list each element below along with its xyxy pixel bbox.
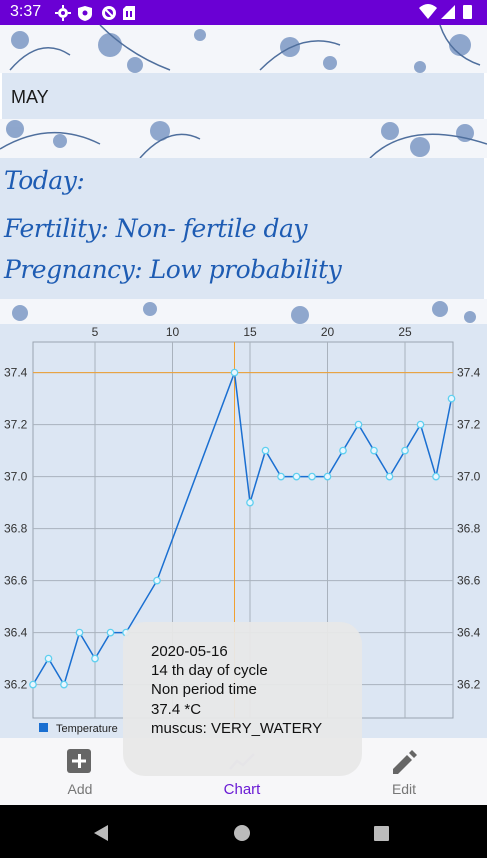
data-point [277, 472, 285, 481]
data-point [44, 654, 53, 663]
nav-chart-label: Chart [223, 781, 261, 798]
back-icon[interactable] [94, 825, 108, 841]
month-header[interactable]: MAY [2, 73, 484, 119]
today-info-panel: Today: Fertility: Non- fertile day Pregn… [0, 158, 484, 299]
data-point [91, 654, 99, 663]
data-point [246, 498, 254, 507]
y-tick-label-right: 36.6 [457, 574, 481, 588]
tooltip-muscus: muscus: VERY_WATERY [151, 720, 323, 737]
x-tick-label: 15 [243, 325, 257, 339]
data-point [29, 680, 37, 689]
data-point [106, 628, 115, 637]
data-point [292, 472, 301, 481]
data-point [261, 446, 270, 455]
y-tick-label-left: 37.0 [4, 470, 28, 484]
data-point [447, 394, 456, 403]
tooltip-period: Non period time [151, 681, 257, 698]
data-point [230, 368, 239, 377]
y-tick-label-right: 37.4 [457, 366, 481, 380]
nav-add-button[interactable]: Add [20, 738, 140, 805]
nav-edit-label: Edit [391, 781, 417, 797]
y-tick-label-right: 36.4 [457, 626, 481, 640]
x-tick-label: 10 [166, 325, 180, 339]
pencil-icon [393, 750, 417, 774]
data-point [401, 446, 409, 455]
home-icon[interactable] [234, 825, 250, 841]
month-label: MAY [11, 87, 49, 107]
data-point [354, 420, 363, 429]
y-tick-label-right: 36.2 [457, 678, 481, 692]
y-tick-label-left: 36.2 [4, 678, 28, 692]
y-tick-label-left: 37.2 [4, 418, 28, 432]
legend-swatch [39, 723, 48, 732]
pregnancy-status: Pregnancy: Low probability [4, 255, 342, 284]
floral-background-top [0, 25, 487, 73]
data-point [385, 472, 394, 481]
data-point [432, 472, 440, 481]
status-left-icons [55, 5, 135, 21]
status-time: 3:37 [10, 3, 42, 20]
nav-edit-button[interactable]: Edit [344, 738, 464, 805]
floral-background-bottom [0, 299, 487, 324]
nav-add-label: Add [67, 781, 93, 797]
tooltip-date: 2020-05-16 [151, 643, 228, 660]
blocked-icon [102, 6, 116, 20]
x-tick-label: 25 [398, 325, 412, 339]
system-navigation-bar [0, 805, 487, 858]
y-tick-label-left: 36.8 [4, 522, 28, 536]
status-bar: 3:37 [0, 0, 487, 25]
tooltip-temperature: 37.4 *C [151, 701, 202, 718]
data-point-tooltip: 2020-05-16 14 th day of cycle Non period… [123, 622, 362, 776]
signal-icon [441, 5, 455, 19]
y-tick-label-right: 37.0 [457, 470, 481, 484]
recents-icon[interactable] [374, 826, 389, 841]
data-point [75, 628, 84, 637]
fertility-status: Fertility: Non- fertile day [4, 214, 308, 243]
sim-card-icon [123, 6, 135, 20]
data-point [308, 472, 316, 481]
data-point [323, 472, 332, 481]
y-tick-label-right: 36.8 [457, 522, 481, 536]
y-tick-label-right: 37.2 [457, 418, 481, 432]
data-point [416, 420, 425, 429]
y-tick-label-left: 36.4 [4, 626, 28, 640]
legend-label: Temperature [56, 723, 118, 735]
status-right-icons [419, 4, 472, 19]
gear-icon [55, 5, 71, 21]
x-tick-label: 20 [321, 325, 335, 339]
y-tick-label-left: 37.4 [4, 366, 28, 380]
battery-icon [463, 5, 472, 19]
wifi-icon [419, 4, 437, 19]
today-title: Today: [4, 166, 85, 195]
data-point [153, 576, 161, 585]
tooltip-cycle-day: 14 th day of cycle [151, 662, 268, 679]
data-point [60, 680, 68, 689]
add-box-icon [67, 749, 91, 773]
data-point [339, 446, 347, 455]
floral-background-middle [0, 119, 487, 158]
y-tick-label-left: 36.6 [4, 574, 28, 588]
data-point [370, 446, 378, 455]
x-tick-label: 5 [92, 325, 99, 339]
shield-icon [78, 6, 92, 21]
